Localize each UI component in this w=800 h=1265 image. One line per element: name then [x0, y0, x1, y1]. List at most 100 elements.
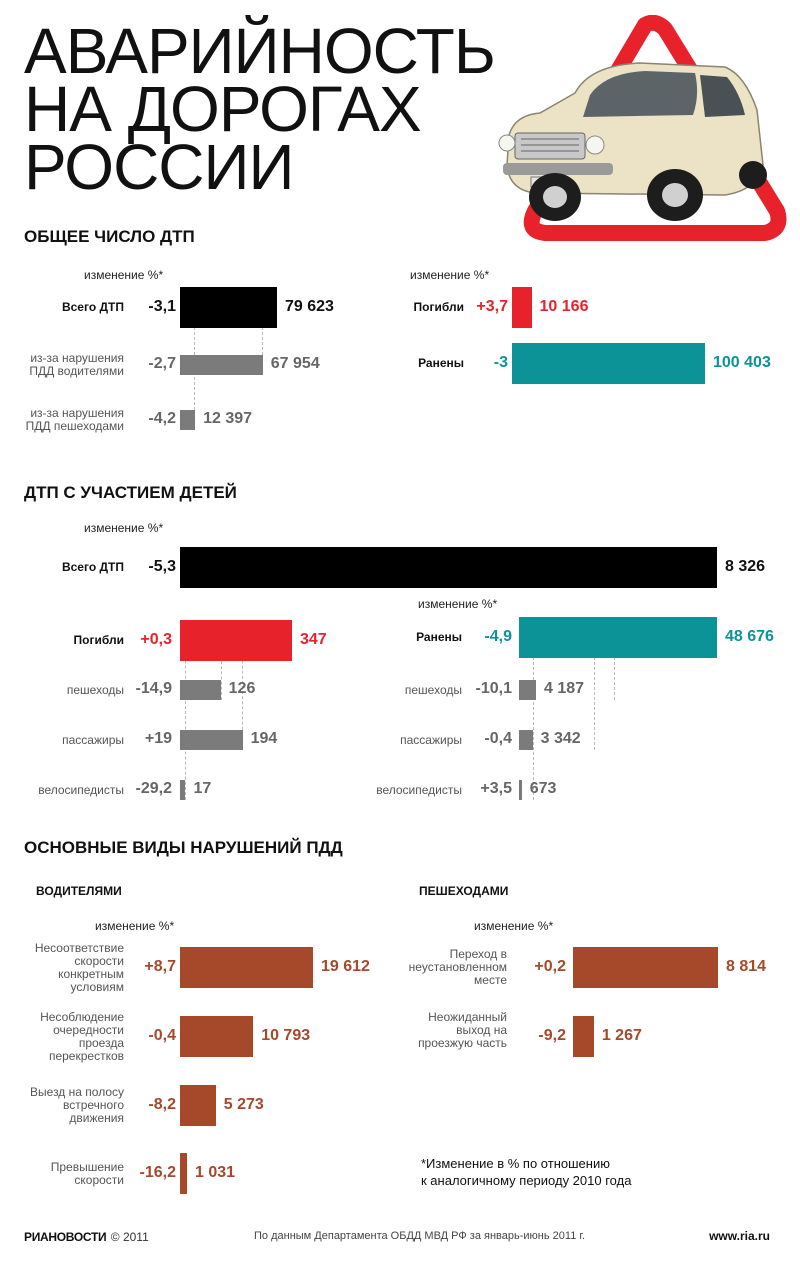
category-label: Неожиданный выход на проезжую часть	[418, 1009, 507, 1050]
value-label: 79 623	[285, 297, 334, 315]
value-label: 194	[250, 730, 278, 747]
grid-dash-line	[242, 620, 243, 750]
car-icon	[498, 62, 767, 221]
category-label: Погибли	[413, 300, 464, 314]
value-label: 1 267	[601, 1026, 642, 1044]
category-label: Всего ДТП	[61, 300, 124, 314]
bar-children-injured-3	[519, 780, 522, 800]
bar-drivers-3	[180, 1153, 187, 1194]
change-value: -4,2	[148, 410, 176, 427]
grid-dash-line	[185, 620, 186, 800]
value-label: 19 612	[321, 957, 370, 975]
page-title: АВАРИЙНОСТЬ НА ДОРОГАХ РОССИИ	[24, 15, 496, 203]
change-value: -14,9	[135, 680, 172, 697]
value-label: 10 793	[261, 1026, 311, 1044]
bar-drivers-2	[180, 1085, 216, 1126]
bar-children-killed-3	[180, 780, 186, 800]
value-label: 17	[193, 780, 212, 797]
value-label: 8 326	[725, 557, 766, 575]
section-title-children: ДТП С УЧАСТИЕМ ДЕТЕЙ	[24, 483, 237, 502]
category-label: пассажиры	[400, 732, 462, 747]
footer-source: По данным Департамента ОБДД МВД РФ за ян…	[254, 1230, 586, 1242]
category-label: Несоблюдение очередности проезда перекре…	[40, 1009, 124, 1063]
bar-casualties-1	[512, 343, 705, 384]
value-label: 126	[228, 680, 256, 697]
change-value: -3,1	[148, 297, 176, 315]
bar-total-2	[180, 410, 196, 430]
bar-casualties-0	[512, 287, 532, 328]
category-label: велосипедисты	[38, 782, 124, 797]
change-header: изменение %*	[84, 268, 164, 282]
change-value: -0,4	[484, 730, 512, 747]
change-value: +8,7	[144, 957, 176, 975]
bar-children-killed-1	[180, 680, 221, 700]
change-header: изменение %*	[95, 919, 175, 933]
grid-dash-line	[594, 617, 595, 750]
value-label: 1 031	[194, 1163, 236, 1181]
change-value: -4,9	[484, 627, 512, 645]
value-label: 48 676	[725, 627, 774, 645]
footer-url[interactable]: www.ria.ru	[709, 1229, 770, 1243]
change-value: +0,2	[534, 957, 566, 975]
change-value: +3,7	[476, 297, 508, 315]
bar-pedestrians-0	[573, 947, 718, 988]
category-label: Несоответствие скорости конкретным услов…	[34, 940, 124, 994]
category-label: пассажиры	[62, 732, 124, 747]
footnote-line-1: *Изменение в % по отношению	[421, 1156, 610, 1171]
section-title-violations: ОСНОВНЫЕ ВИДЫ НАРУШЕНИЙ ПДД	[24, 838, 343, 857]
bar-total-0	[180, 287, 277, 328]
change-value: -2,7	[148, 355, 176, 372]
value-label: 8 814	[726, 957, 767, 975]
subtitle-drivers: ВОДИТЕЛЯМИ	[36, 884, 122, 898]
grid-dash-line	[262, 287, 263, 375]
value-label: 5 273	[223, 1095, 264, 1113]
brand-logo: РИАНОВОСТИ	[24, 1230, 107, 1244]
change-header: изменение %*	[418, 597, 498, 611]
change-header: изменение %*	[410, 268, 490, 282]
bar-children-killed-2	[180, 730, 243, 750]
grid-dash-line	[533, 617, 534, 800]
bar-children-injured-2	[519, 730, 533, 750]
footnote: *Изменение в % по отношению к аналогично…	[421, 1155, 631, 1189]
value-label: 10 166	[539, 297, 589, 315]
change-value: +3,5	[480, 780, 512, 797]
change-value: -0,4	[148, 1026, 176, 1044]
change-value: -16,2	[139, 1163, 176, 1181]
footnote-line-2: к аналогичному периоду 2010 года	[421, 1173, 632, 1188]
value-label: 4 187	[544, 680, 585, 697]
bar-children-injured-1	[519, 680, 537, 700]
change-header: изменение %*	[474, 919, 554, 933]
category-label: Ранены	[416, 630, 462, 644]
bar-drivers-1	[180, 1016, 254, 1057]
title-line-3: РОССИИ	[24, 131, 294, 203]
value-label: 12 397	[203, 410, 253, 427]
change-value: +0,3	[140, 630, 172, 648]
category-label: пешеходы	[404, 682, 462, 697]
bar-total-1	[180, 355, 263, 375]
category-label: Всего ДТП	[61, 560, 124, 574]
change-value: -8,2	[148, 1095, 176, 1113]
warning-sign-car-illustration	[498, 15, 787, 241]
value-label: 3 342	[540, 730, 581, 747]
value-label: 347	[300, 630, 327, 648]
category-label: велосипедисты	[376, 782, 462, 797]
title-line-2: НА ДОРОГАХ	[24, 73, 422, 145]
category-label: пешеходы	[66, 682, 124, 697]
bar-drivers-0	[180, 947, 313, 988]
grid-dash-line	[614, 617, 615, 700]
category-label: Переход в неустановленном месте	[408, 947, 507, 987]
footer-brand: РИАНОВОСТИ © 2011	[24, 1228, 149, 1246]
bar-pedestrians-1	[573, 1016, 594, 1057]
bar-children-injured-0	[519, 617, 717, 658]
category-label: Превышение скорости	[50, 1159, 124, 1187]
change-value: -5,3	[148, 557, 176, 575]
category-label: Ранены	[418, 356, 464, 370]
subtitle-pedestrians: ПЕШЕХОДАМИ	[419, 884, 509, 898]
value-label: 67 954	[270, 355, 320, 372]
copyright: © 2011	[110, 1230, 149, 1244]
change-value: -9,2	[538, 1026, 566, 1044]
section-title-total: ОБЩЕЕ ЧИСЛО ДТП	[24, 227, 195, 246]
title-line-1: АВАРИЙНОСТЬ	[24, 15, 496, 87]
category-label: из-за нарушения ПДД водителями	[29, 351, 124, 378]
category-label: Выезд на полосу встречного движения	[30, 1085, 124, 1125]
